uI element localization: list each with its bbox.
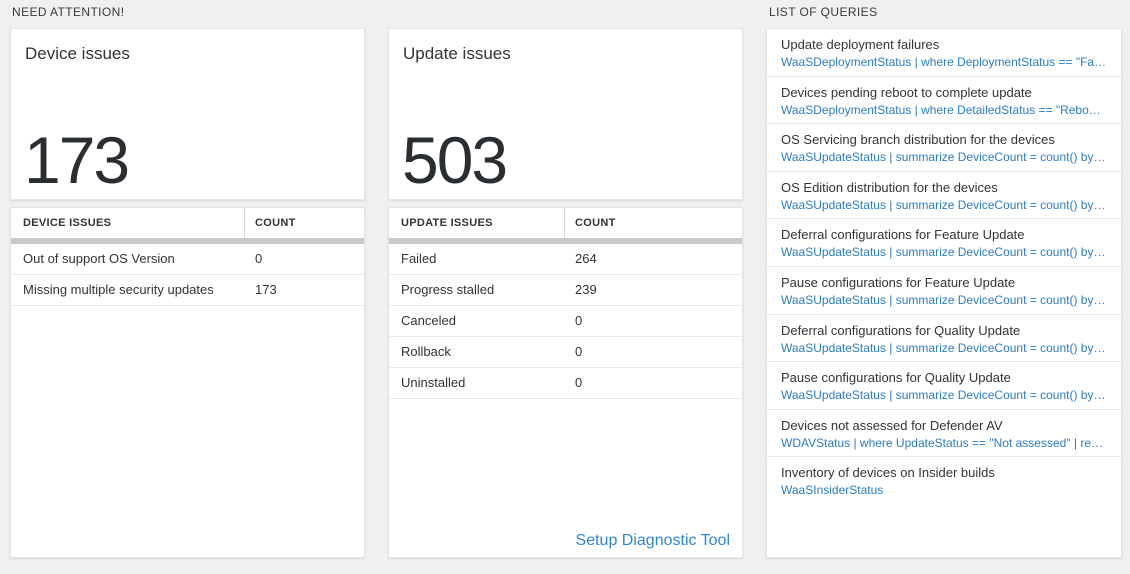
device-table-header-count: COUNT xyxy=(255,217,296,229)
device-table-header-issue: DEVICE ISSUES xyxy=(11,208,245,238)
query-list-panel: Update deployment failures WaaSDeploymen… xyxy=(766,28,1122,558)
device-issues-title: Device issues xyxy=(25,44,130,63)
query-code: WaaSUpdateStatus | summarize DeviceCount… xyxy=(781,197,1107,212)
query-code: WaaSUpdateStatus | summarize DeviceCount… xyxy=(781,150,1107,165)
issue-label: Failed xyxy=(401,251,437,266)
issue-count: 173 xyxy=(255,282,277,297)
list-item[interactable]: Inventory of devices on Insider builds W… xyxy=(767,457,1121,505)
update-table-header-issue: UPDATE ISSUES xyxy=(389,208,565,238)
device-table-scrollbar[interactable] xyxy=(11,238,364,244)
query-code: WaaSUpdateStatus | summarize DeviceCount… xyxy=(781,340,1107,355)
list-of-queries-section-label: LIST OF QUERIES xyxy=(769,5,878,19)
device-issues-count: 173 xyxy=(24,123,130,197)
issue-label: Missing multiple security updates xyxy=(23,282,214,297)
table-row[interactable]: Failed 264 xyxy=(389,244,742,275)
query-title: Pause configurations for Feature Update xyxy=(781,274,1016,290)
query-code: WaaSUpdateStatus | summarize DeviceCount… xyxy=(781,245,1107,260)
query-code: WaaSUpdateStatus | summarize DeviceCount… xyxy=(781,292,1107,307)
issue-count: 264 xyxy=(575,251,597,266)
table-row[interactable]: Progress stalled 239 xyxy=(389,275,742,306)
issue-count: 0 xyxy=(575,313,583,328)
query-title: Devices not assessed for Defender AV xyxy=(781,417,1003,433)
update-issues-tile[interactable]: Update issues 503 xyxy=(388,28,743,200)
table-row[interactable]: Uninstalled 0 xyxy=(389,368,742,399)
query-title: OS Servicing branch distribution for the… xyxy=(781,132,1055,148)
list-item[interactable]: Devices pending reboot to complete updat… xyxy=(767,76,1121,125)
table-row[interactable]: Missing multiple security updates 173 xyxy=(11,275,364,306)
issue-count: 0 xyxy=(575,344,583,359)
query-code: WaaSInsiderStatus xyxy=(781,483,884,498)
update-issues-title: Update issues xyxy=(403,44,511,63)
query-title: Deferral configurations for Quality Upda… xyxy=(781,322,1021,338)
issue-count: 239 xyxy=(575,282,597,297)
update-table-scrollbar[interactable] xyxy=(389,238,742,244)
update-table-header-count: COUNT xyxy=(575,217,616,229)
need-attention-section-label: NEED ATTENTION! xyxy=(12,5,125,19)
table-row[interactable]: Rollback 0 xyxy=(389,337,742,368)
issue-label: Canceled xyxy=(401,313,456,328)
query-code: WaaSDeploymentStatus | where DeploymentS… xyxy=(781,55,1107,69)
issue-count: 0 xyxy=(255,251,263,266)
device-table-header: DEVICE ISSUES COUNT xyxy=(11,208,364,238)
issue-label: Uninstalled xyxy=(401,375,466,390)
issue-count: 0 xyxy=(575,375,583,390)
issue-label: Out of support OS Version xyxy=(23,251,175,266)
table-row[interactable]: Out of support OS Version 0 xyxy=(11,244,364,275)
query-title: Pause configurations for Quality Update xyxy=(781,370,1011,386)
query-title: Devices pending reboot to complete updat… xyxy=(781,84,1032,100)
list-item[interactable]: Update deployment failures WaaSDeploymen… xyxy=(767,29,1121,77)
list-item[interactable]: Deferral configurations for Quality Upda… xyxy=(767,314,1121,363)
update-issues-count: 503 xyxy=(402,123,508,197)
setup-diagnostic-tool-link[interactable]: Setup Diagnostic Tool xyxy=(575,532,730,549)
query-title: Deferral configurations for Feature Upda… xyxy=(781,227,1025,243)
device-issues-table: DEVICE ISSUES COUNT Out of support OS Ve… xyxy=(10,207,365,558)
list-item[interactable]: OS Edition distribution for the devices … xyxy=(767,171,1121,220)
list-item[interactable]: Devices not assessed for Defender AV WDA… xyxy=(767,409,1121,458)
query-code: WaaSDeploymentStatus | where DetailedSta… xyxy=(781,102,1107,117)
update-issues-table: UPDATE ISSUES COUNT Failed 264 Progress … xyxy=(388,207,743,558)
table-row[interactable]: Canceled 0 xyxy=(389,306,742,337)
list-item[interactable]: Pause configurations for Feature Update … xyxy=(767,266,1121,315)
issue-label: Progress stalled xyxy=(401,282,495,297)
query-code: WDAVStatus | where UpdateStatus == "Not … xyxy=(781,435,1107,450)
list-item[interactable]: OS Servicing branch distribution for the… xyxy=(767,124,1121,172)
issue-label: Rollback xyxy=(401,344,451,359)
query-title: OS Edition distribution for the devices xyxy=(781,179,998,195)
list-item[interactable]: Pause configurations for Quality Update … xyxy=(767,362,1121,410)
query-title: Update deployment failures xyxy=(781,37,940,52)
query-code: WaaSUpdateStatus | summarize DeviceCount… xyxy=(781,388,1107,403)
query-title: Inventory of devices on Insider builds xyxy=(781,465,995,481)
device-issues-tile[interactable]: Device issues 173 xyxy=(10,28,365,200)
update-table-header: UPDATE ISSUES COUNT xyxy=(389,208,742,238)
list-item[interactable]: Deferral configurations for Feature Upda… xyxy=(767,219,1121,267)
